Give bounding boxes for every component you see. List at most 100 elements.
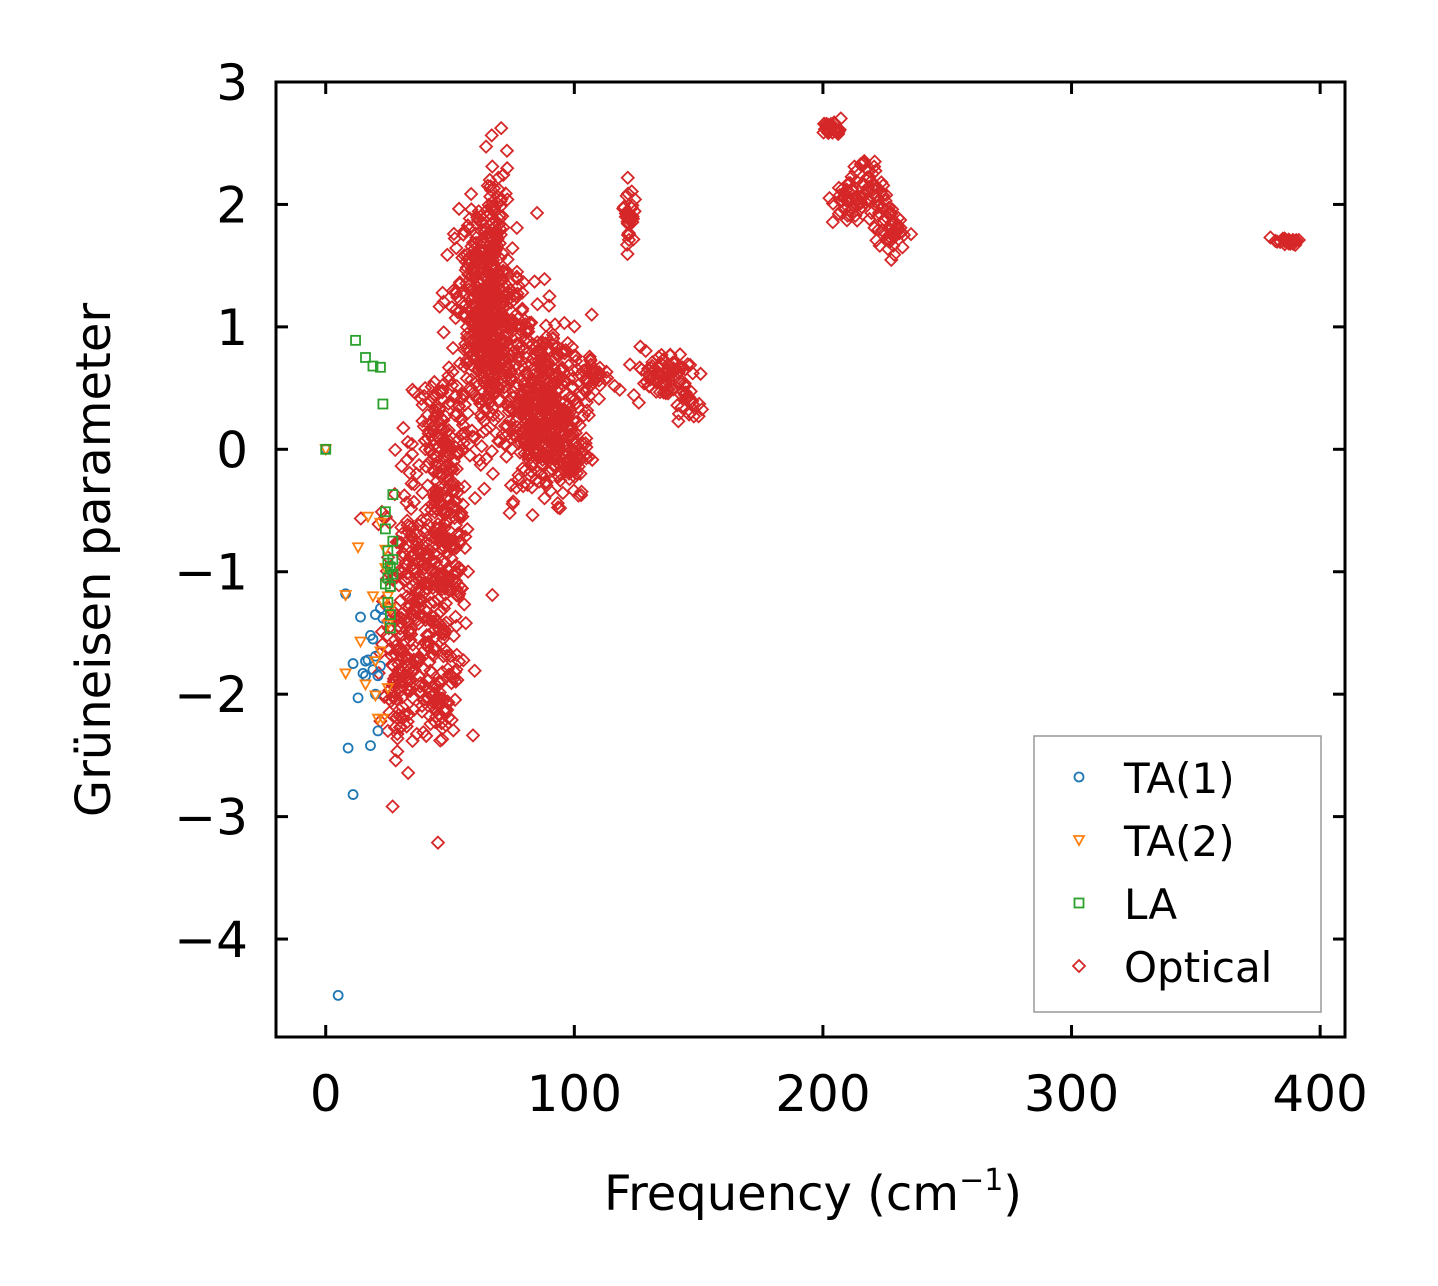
data-point-optical (414, 513, 429, 528)
data-point-optical (620, 170, 636, 186)
data-point-optical (451, 654, 467, 669)
legend-label: LA (1124, 880, 1177, 929)
data-point-ta-2- (351, 542, 365, 555)
data-point-optical (650, 374, 665, 389)
data-point-optical (447, 407, 463, 423)
data-point-optical (581, 449, 597, 465)
data-point-optical (861, 170, 877, 186)
data-point-optical (541, 298, 557, 313)
data-point-optical (519, 346, 535, 361)
data-point-optical (393, 710, 408, 725)
x-axis-label: Frequency (cm−1) (604, 1163, 1022, 1222)
data-point-optical (438, 704, 454, 719)
legend-label: TA(1) (1123, 754, 1235, 803)
data-point-optical (497, 436, 513, 451)
data-point-optical (394, 520, 409, 535)
data-point-optical (537, 466, 552, 482)
data-point-optical (428, 490, 444, 506)
data-point-optical (825, 118, 841, 134)
data-point-optical (426, 594, 442, 610)
data-point-optical (401, 600, 417, 615)
data-point-optical (390, 534, 406, 549)
data-point-optical (685, 393, 700, 409)
data-point-ta-1- (357, 667, 369, 679)
data-point-optical (576, 381, 592, 397)
data-point-optical (574, 484, 589, 500)
data-point-optical (467, 333, 483, 349)
data-point-optical (402, 518, 417, 534)
data-point-optical (671, 413, 686, 429)
data-point-optical (620, 186, 636, 201)
y-tick-label: −2 (174, 666, 248, 724)
data-point-la (384, 622, 396, 634)
data-point-ta-1- (372, 725, 384, 737)
series-ta-1- (320, 443, 389, 1001)
data-point-optical (440, 247, 455, 263)
data-point-optical (558, 435, 573, 451)
data-point-optical (429, 554, 444, 570)
data-point-optical (563, 422, 579, 438)
data-point-la (379, 506, 391, 518)
data-point-optical (460, 521, 475, 537)
data-point-optical (669, 361, 685, 377)
data-point-optical (475, 299, 491, 315)
data-point-optical (523, 315, 539, 330)
data-point-optical (406, 643, 421, 658)
data-point-optical (544, 380, 560, 395)
data-point-optical (529, 335, 545, 350)
data-point-optical (658, 364, 674, 379)
data-point-optical (523, 377, 539, 393)
data-point-optical (404, 535, 419, 550)
data-point-optical (434, 385, 450, 400)
data-point-optical (375, 637, 390, 652)
data-point-optical (385, 799, 400, 814)
data-point-optical (453, 427, 469, 443)
data-point-la (375, 361, 386, 373)
data-point-optical (435, 538, 450, 553)
data-point-optical (495, 300, 511, 315)
data-point-optical (494, 208, 510, 224)
data-point-optical (429, 473, 445, 489)
data-point-optical (456, 597, 472, 612)
data-point-optical (496, 346, 512, 361)
data-point-optical (508, 414, 523, 429)
data-point-la (387, 535, 399, 547)
data-point-optical (878, 193, 893, 209)
data-point-optical (409, 726, 425, 742)
data-point-optical (485, 159, 500, 174)
data-point-optical (408, 533, 424, 549)
data-point-optical (591, 391, 607, 407)
data-point-optical (418, 612, 433, 628)
data-point-optical (486, 200, 502, 216)
y-axis-label: Grüneisen parameter (66, 303, 122, 818)
data-point-optical (392, 674, 408, 689)
data-point-optical (406, 601, 422, 617)
data-point-optical (385, 677, 400, 693)
data-point-optical (441, 562, 456, 578)
data-point-optical (568, 349, 584, 364)
data-point-optical (484, 268, 500, 284)
data-point-optical (680, 357, 695, 372)
data-point-optical (599, 364, 614, 380)
data-point-ta-1- (347, 789, 359, 800)
data-point-optical (485, 400, 500, 416)
data-point-ta-2- (381, 591, 395, 604)
data-point-optical (437, 581, 453, 596)
data-point-optical (562, 390, 577, 405)
data-point-optical (448, 557, 463, 573)
data-point-optical (447, 692, 463, 708)
data-point-optical (491, 408, 506, 424)
data-point-optical (500, 325, 515, 341)
data-point-optical (495, 319, 511, 335)
data-point-ta-2- (361, 511, 375, 524)
data-point-optical (467, 490, 483, 506)
data-point-optical (438, 537, 454, 552)
data-point-optical (436, 502, 451, 517)
data-point-la (320, 443, 332, 455)
data-point-optical (530, 296, 545, 312)
data-point-optical (557, 315, 572, 331)
data-point-optical (467, 663, 482, 678)
data-point-optical (503, 365, 519, 380)
data-point-ta-2- (373, 646, 387, 659)
